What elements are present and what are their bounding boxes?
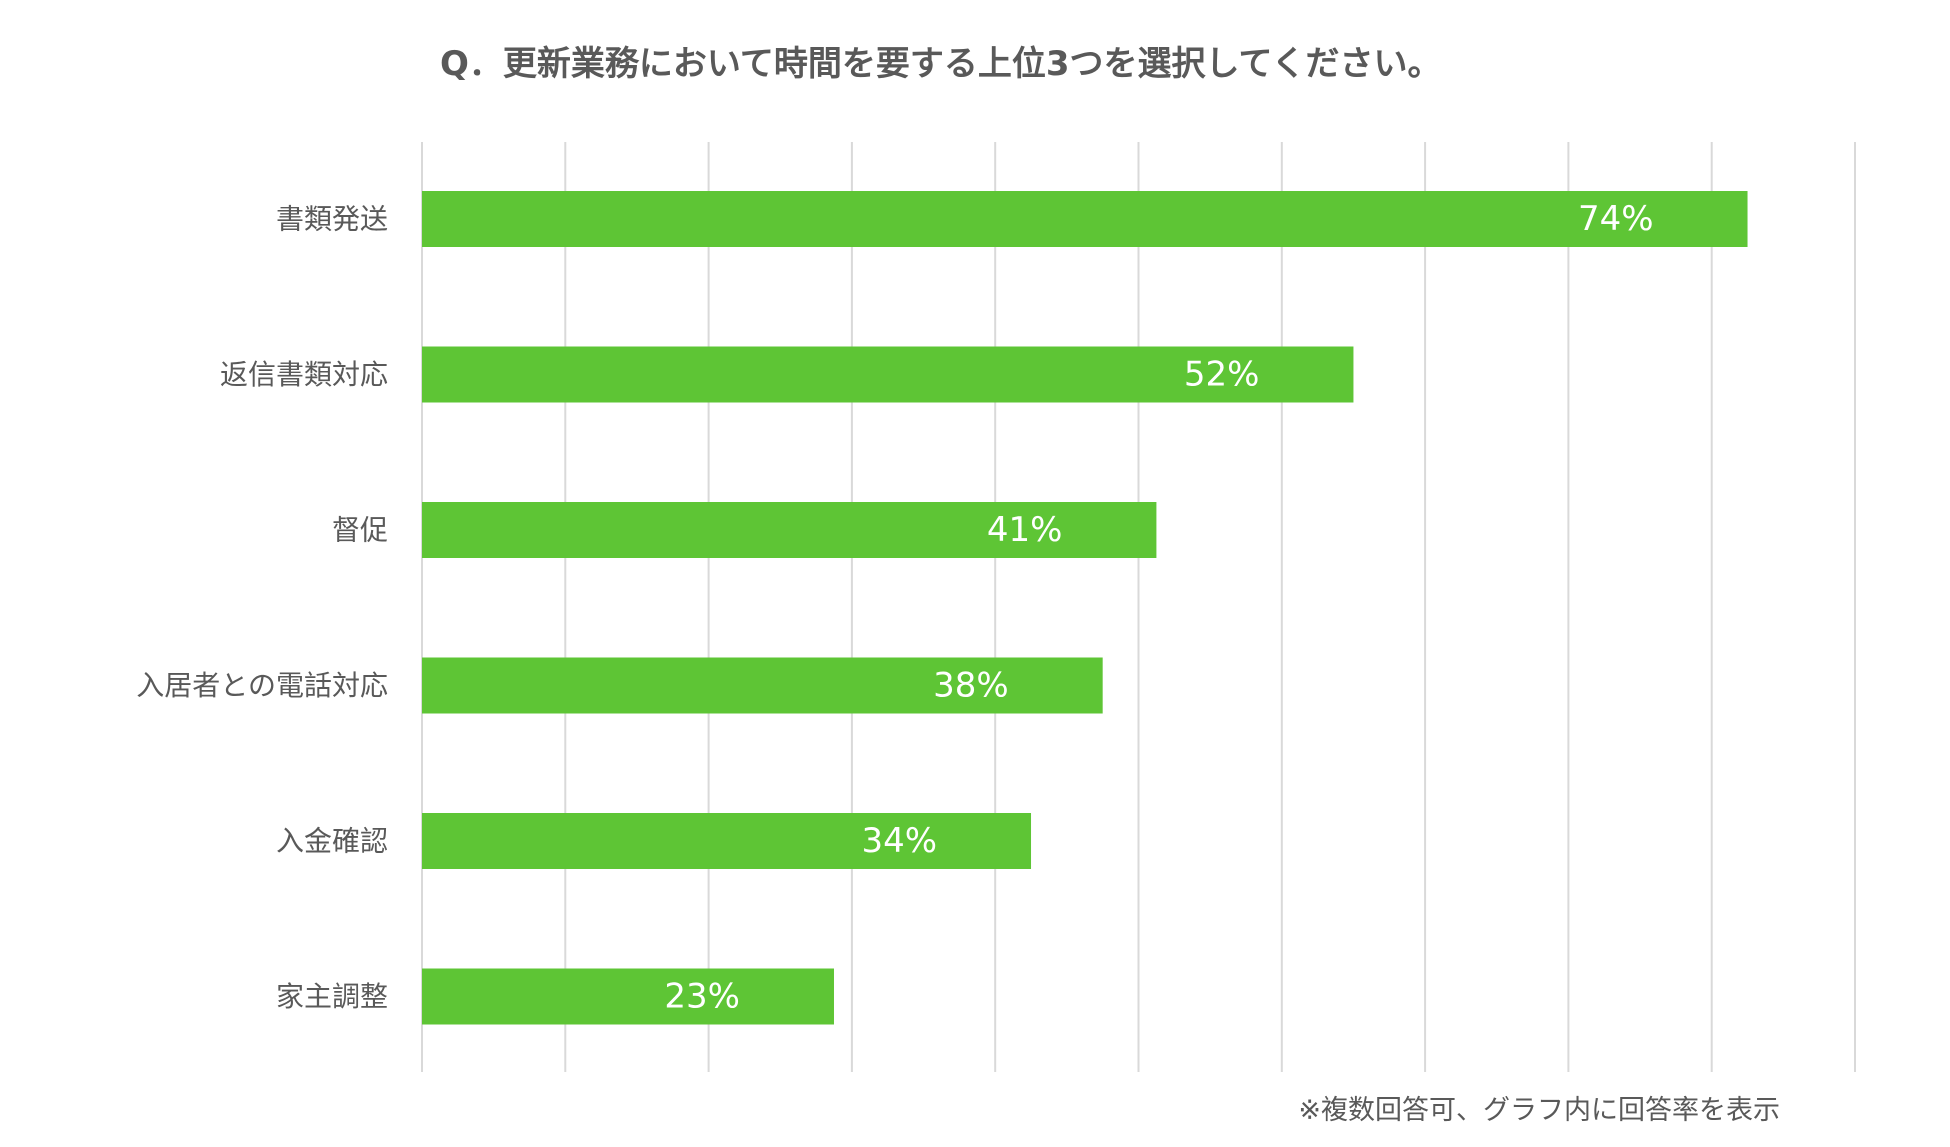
category-label: 入金確認: [276, 825, 388, 858]
bar: [422, 968, 834, 1025]
bar: [422, 502, 1157, 558]
bars: [422, 191, 1748, 1025]
chart-title: Q．更新業務において時間を要する上位3つを選択してください。: [440, 44, 1442, 84]
category-label: 督促: [332, 514, 388, 547]
bar: [422, 813, 1032, 869]
bar: [422, 346, 1354, 403]
labels: 書類発送 74% 返信書類対応 52% 督促 41% 入居者との電話対応 38% 入金確認 34%…: [136, 199, 1653, 1017]
bar: [422, 657, 1103, 714]
data-label: 38%: [933, 666, 1009, 706]
category-label: 書類発送: [276, 203, 388, 236]
category-label: 入居者との電話対応: [136, 669, 388, 702]
bar: [422, 191, 1748, 247]
data-label: 52%: [1184, 355, 1260, 395]
data-label: 74%: [1578, 199, 1654, 239]
data-label: 23%: [664, 977, 740, 1017]
data-label: 41%: [987, 510, 1063, 550]
category-label: 家主調整: [276, 980, 388, 1013]
gridlines: [421, 142, 1856, 1072]
data-label: 34%: [861, 821, 937, 861]
chart-note: ※複数回答可、グラフ内に回答率を表示: [1298, 1095, 1780, 1126]
category-label: 返信書類対応: [220, 358, 388, 391]
